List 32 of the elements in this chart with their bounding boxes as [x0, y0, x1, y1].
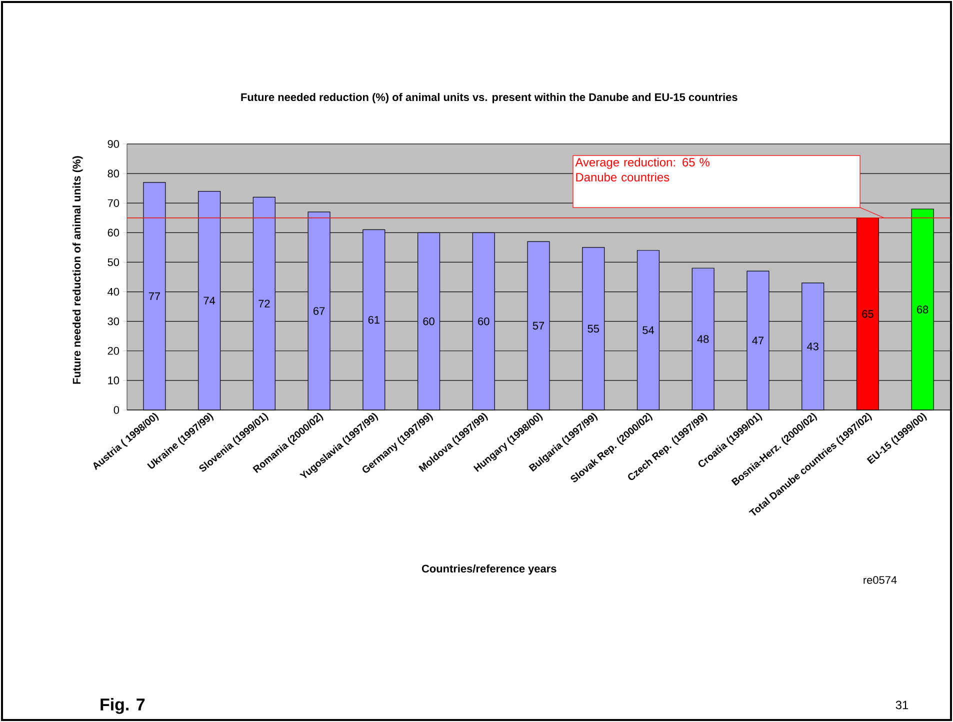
data-label: 48 [697, 335, 709, 343]
data-label: 74 [204, 296, 216, 304]
y-tick-label: 90 [108, 140, 120, 148]
data-label: 47 [752, 336, 764, 344]
ref-line-label: Average reduction: 65 % Danube countries [575, 158, 710, 182]
y-tick-label: 60 [108, 228, 120, 237]
data-label: 67 [314, 307, 325, 315]
y-tick-label: 80 [108, 170, 120, 178]
data-label: 57 [532, 322, 544, 330]
y-tick-label: 0 [114, 406, 120, 414]
data-label: 55 [588, 324, 599, 333]
data-label: 65 [862, 310, 874, 318]
text: re0574 [864, 576, 897, 584]
y-tick-label: 20 [108, 347, 120, 355]
data-label: 60 [478, 317, 490, 326]
y-tick-label: 40 [108, 288, 120, 296]
data-label: 54 [642, 326, 654, 334]
y-axis-title: Future needed reduction of animal units (%) [72, 156, 83, 384]
y-tick-label: 30 [108, 317, 120, 326]
caption: Fig. 7 [100, 698, 145, 714]
data-label: 77 [148, 292, 160, 300]
data-label: 60 [423, 317, 434, 326]
data-label: 72 [258, 300, 270, 308]
text: 31 [896, 700, 908, 710]
data-label: 61 [368, 316, 380, 324]
y-tick-label: 50 [108, 258, 120, 266]
data-label: 43 [807, 342, 818, 350]
chart-title: Future needed reduction (%) of animal units vs. present within the Danube and EU-15 countries [241, 93, 738, 104]
y-tick-label: 70 [108, 199, 120, 207]
data-label: 68 [917, 306, 928, 314]
y-tick-label: 10 [108, 376, 120, 384]
x-axis-title: Countries/reference years [422, 564, 556, 575]
